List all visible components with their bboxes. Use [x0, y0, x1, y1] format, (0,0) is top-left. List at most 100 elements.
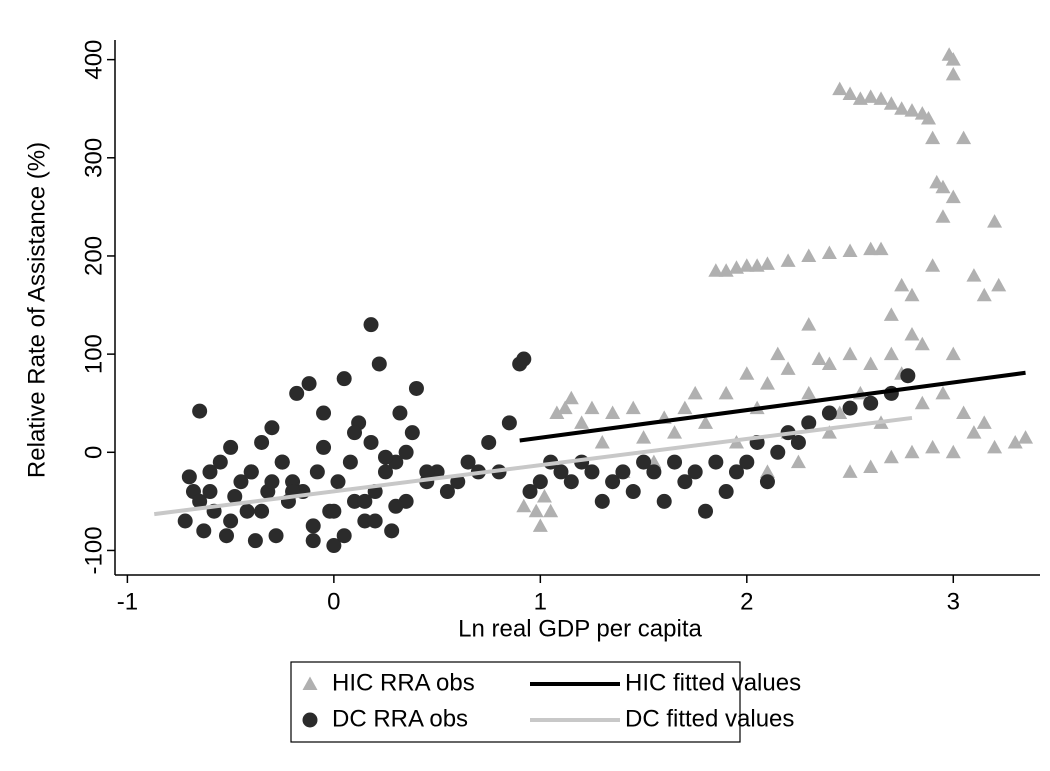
- circle-point: [218, 528, 234, 544]
- circle-point: [392, 405, 408, 421]
- triangle-point: [528, 503, 544, 518]
- x-tick-label: 3: [947, 588, 960, 615]
- triangle-point: [863, 89, 879, 103]
- circle-point: [326, 503, 342, 519]
- circle-point: [274, 454, 290, 470]
- triangle-point: [935, 209, 951, 223]
- circle-point: [460, 454, 476, 470]
- circle-point: [439, 484, 455, 500]
- y-tick-label: 300: [80, 138, 107, 178]
- triangle-point: [563, 390, 579, 405]
- x-tick-label: -1: [117, 588, 138, 615]
- triangle-point: [801, 248, 817, 262]
- circle-point: [347, 493, 363, 509]
- circle-point: [770, 444, 786, 460]
- circle-point: [553, 464, 569, 480]
- triangle-point: [842, 464, 858, 478]
- y-tick-label: 400: [80, 40, 107, 80]
- triangle-point: [945, 66, 961, 81]
- triangle-point: [904, 326, 920, 341]
- circle-point: [656, 493, 672, 509]
- circle-point: [759, 474, 775, 490]
- circle-point: [181, 469, 197, 485]
- triangle-point: [894, 277, 910, 292]
- circle-point: [223, 439, 239, 455]
- triangle-point: [739, 366, 755, 380]
- circle-point: [264, 420, 280, 436]
- x-axis-title: Ln real GDP per capita: [458, 615, 702, 642]
- circle-point: [584, 464, 600, 480]
- circle-point: [247, 533, 263, 549]
- circle-point: [398, 444, 414, 460]
- triangle-point: [821, 356, 837, 370]
- triangle-point: [708, 263, 724, 277]
- circle-point: [384, 523, 400, 539]
- circle-point: [264, 474, 280, 490]
- triangle-point: [687, 385, 703, 400]
- y-tick-label: 100: [80, 334, 107, 374]
- triangle-point: [873, 241, 889, 256]
- triangle-point: [863, 356, 879, 370]
- triangle-point: [532, 518, 548, 532]
- triangle-point: [976, 287, 992, 302]
- triangle-point: [842, 86, 858, 100]
- circle-point: [501, 415, 517, 431]
- circle-point: [408, 380, 424, 396]
- triangle-point: [925, 130, 941, 145]
- circle-point: [728, 464, 744, 480]
- circle-point: [309, 464, 325, 480]
- triangle-point: [811, 351, 827, 366]
- circle-point: [677, 474, 693, 490]
- circle-point: [316, 405, 332, 421]
- triangle-point: [883, 346, 899, 361]
- triangle-point: [935, 385, 951, 400]
- legend-label: HIC fitted values: [625, 669, 801, 696]
- triangle-point: [904, 444, 920, 459]
- circle-point: [363, 317, 379, 333]
- triangle-point: [549, 405, 565, 420]
- triangle-point: [759, 464, 775, 478]
- circle-point: [347, 425, 363, 441]
- circle-point: [667, 454, 683, 470]
- triangle-point: [987, 439, 1003, 454]
- triangle-point: [842, 243, 858, 258]
- triangle-point: [780, 361, 796, 375]
- circle-point: [516, 351, 532, 367]
- circle-point: [646, 464, 662, 480]
- triangle-point: [935, 179, 951, 194]
- triangle-point: [605, 405, 621, 420]
- circle-point: [522, 484, 538, 500]
- triangle-point: [574, 415, 590, 429]
- circle-point: [196, 523, 212, 539]
- triangle-point: [770, 346, 786, 361]
- circle-point: [371, 356, 387, 372]
- legend-marker: [302, 676, 318, 690]
- circle-point: [563, 474, 579, 490]
- triangle-point: [863, 459, 879, 474]
- circle-point: [615, 464, 631, 480]
- circle-point: [336, 528, 352, 544]
- triangle-point: [1018, 430, 1034, 444]
- circle-point: [687, 464, 703, 480]
- triangle-point: [516, 498, 532, 513]
- circle-point: [177, 513, 193, 529]
- triangle-point: [904, 287, 920, 302]
- circle-point: [289, 385, 305, 401]
- legend-marker: [302, 712, 318, 728]
- triangle-point: [921, 111, 937, 125]
- triangle-point: [543, 503, 559, 518]
- circle-point: [336, 371, 352, 387]
- circle-point: [708, 454, 724, 470]
- triangle-point: [991, 277, 1007, 292]
- circle-point: [429, 464, 445, 480]
- legend-label: DC RRA obs: [332, 705, 468, 732]
- triangle-point: [801, 317, 817, 331]
- triangle-point: [625, 400, 641, 415]
- triangle-point: [945, 444, 961, 459]
- triangle-point: [883, 96, 899, 110]
- circle-point: [192, 403, 208, 419]
- triangle-point: [780, 253, 796, 267]
- circle-point: [268, 528, 284, 544]
- triangle-point: [945, 189, 961, 204]
- triangle-point: [883, 449, 899, 464]
